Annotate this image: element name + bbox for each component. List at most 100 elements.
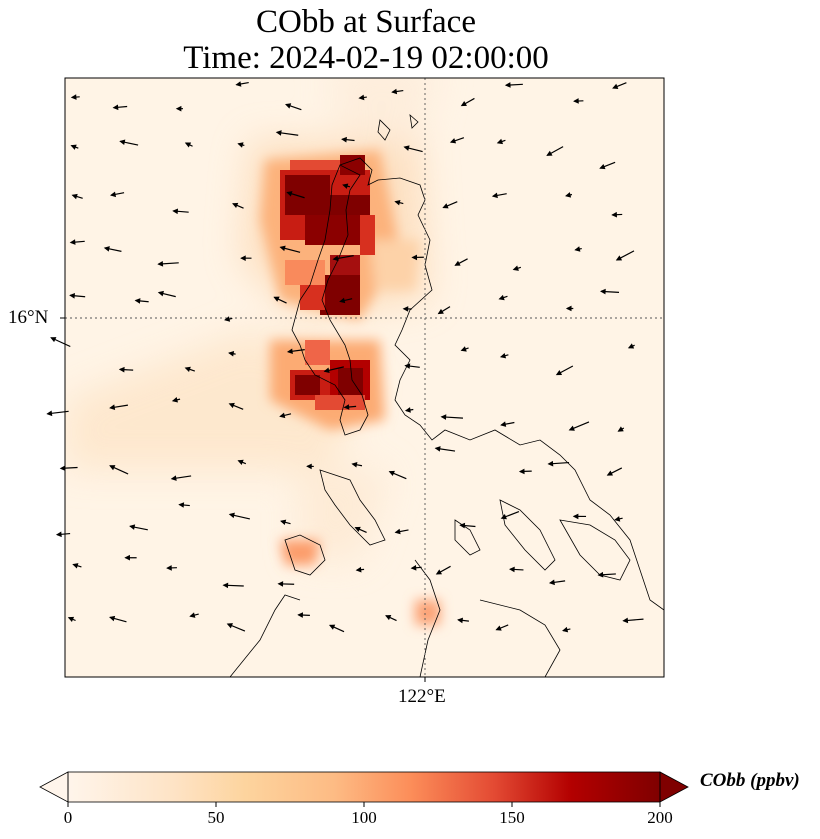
wind-vectors [46, 81, 644, 633]
wind-arrow-head [286, 348, 293, 355]
wind-arrow-head [622, 617, 629, 624]
wind-arrow-head [273, 296, 280, 302]
colorbar-tick-150: 150 [499, 808, 525, 827]
wind-arrow-head [277, 581, 284, 587]
wind-arrow-head [573, 98, 579, 104]
wind-arrow-head [228, 351, 235, 357]
wind-arrow-head [72, 563, 79, 569]
wind-arrow-head [235, 81, 242, 87]
wind-arrow-head [574, 246, 581, 252]
wind-arrow-head [279, 412, 286, 419]
wind-arrow-head [108, 615, 116, 622]
wind-arrow-head [411, 254, 418, 261]
wind-arrow-head [459, 522, 466, 529]
wind-arrow-head [69, 292, 75, 299]
wind-arrow-head [410, 564, 417, 571]
colorbar-extend-low [39, 771, 69, 803]
wind-arrow-head [170, 475, 177, 481]
wind-arrow-head [572, 513, 579, 520]
wind-arrow-head [385, 615, 392, 621]
wind-arrow-head [565, 305, 572, 312]
wind-arrow-head [124, 554, 130, 561]
wind-arrow-head [103, 246, 110, 252]
wind-arrow-head [627, 343, 635, 349]
wind-arrow-head [599, 163, 606, 170]
wind-arrow-head [50, 337, 57, 343]
wind-arrow-head [279, 245, 286, 252]
wind-arrow-head [286, 191, 293, 197]
wind-arrow-head [606, 470, 613, 476]
wind-arrow-head [178, 502, 185, 508]
wind-arrow-head [565, 192, 572, 198]
wind-arrow-head [495, 625, 502, 631]
wind-arrow-head [355, 566, 362, 573]
wind-arrow-head [237, 142, 244, 148]
wind-arrow-head [341, 136, 347, 143]
wind-arrow-head [491, 192, 498, 199]
colorbar-tick-200: 200 [647, 808, 673, 827]
wind-arrow-head [343, 404, 350, 410]
wind-arrow-head [224, 316, 231, 322]
lat-label-16n: 16°N [8, 307, 49, 328]
wind-arrow-head [358, 94, 365, 101]
wind-arrow-head [460, 100, 467, 107]
wind-arrow-head [157, 290, 164, 297]
wind-arrow-head [434, 446, 441, 452]
wind-arrow-head [175, 105, 182, 112]
wind-arrow-head [617, 426, 624, 432]
wind-arrow-head [562, 626, 569, 633]
colorbar-tick-50: 50 [207, 808, 225, 827]
hotspot-central [290, 340, 370, 410]
wind-arrow-head [498, 294, 505, 301]
wind-arrow-head [297, 612, 304, 618]
wind-arrow-head [403, 145, 410, 151]
wind-arrow-head [404, 363, 411, 369]
wind-arrow-head [568, 425, 575, 431]
wind-arrow-head [171, 397, 178, 403]
title-line-2: Time: 2024-02-19 02:00:00 [183, 40, 549, 76]
wind-arrow-head [496, 138, 504, 145]
concentration-field [65, 78, 440, 625]
wind-arrow-head [226, 623, 233, 629]
wind-arrow-head [134, 298, 141, 304]
title-line-1: CObb at Surface [256, 4, 476, 40]
wind-arrow-head [172, 208, 179, 215]
wind-arrow-head [109, 465, 116, 471]
wind-arrow-head [500, 514, 507, 520]
wind-arrow-head [328, 624, 336, 630]
wind-arrow-head [546, 150, 553, 156]
wind-arrow-head [614, 516, 621, 522]
wind-arrow-head [504, 82, 511, 88]
wind-arrow-head [342, 183, 349, 189]
wind-arrow-head [184, 366, 191, 373]
wind-arrow-head [46, 410, 53, 417]
colorbar-gradient [68, 772, 660, 802]
wind-arrow-head [449, 138, 457, 144]
wind-arrow-head [110, 191, 117, 198]
wind-arrow-head [435, 569, 443, 575]
wind-arrow-head [460, 346, 467, 352]
wind-arrow-head [306, 463, 312, 470]
wind-arrow-head [232, 202, 239, 209]
wind-arrow-head [129, 524, 136, 530]
wind-arrow-head [71, 193, 78, 200]
wind-arrow-head [118, 366, 125, 373]
wind-arrow-head [547, 460, 554, 467]
wind-arrow-head [69, 239, 76, 245]
wind-arrow-head [500, 421, 507, 427]
wind-arrow-head [332, 255, 339, 262]
wind-arrow-head [166, 565, 172, 571]
map-frame [64, 77, 665, 678]
wind-arrow-head [228, 402, 235, 409]
wind-arrow-head [351, 462, 358, 468]
wind-arrow-head [548, 579, 555, 586]
wind-arrow-head [285, 103, 292, 109]
wind-arrow-head [512, 265, 519, 271]
wind-arrow-head [454, 260, 461, 266]
hotspot-north [280, 155, 375, 315]
wind-arrow-head [388, 470, 395, 477]
wind-arrow-head [597, 571, 604, 578]
wind-arrow-head [404, 407, 411, 413]
wind-arrow-head [457, 617, 463, 624]
